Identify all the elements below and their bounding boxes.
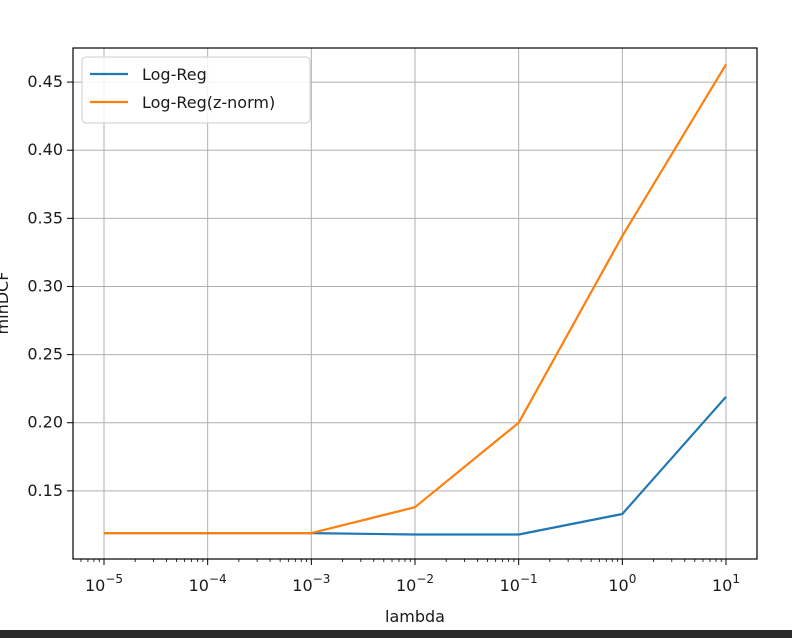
x-tick-label: 10−1 <box>500 572 538 595</box>
bottom-strip <box>0 630 792 638</box>
series-line-2 <box>104 63 727 535</box>
series-lines <box>104 63 727 536</box>
y-tick-label: 0.35 <box>27 208 63 227</box>
grid <box>73 48 757 559</box>
y-tick-label: 0.15 <box>27 481 63 500</box>
y-axis-label: minDCF <box>0 272 12 335</box>
y-axis-ticks: 0.15 0.20 0.25 0.30 0.35 0.40 0.45 <box>27 72 73 500</box>
legend-label: Log-Reg(z-norm) <box>142 93 275 112</box>
x-tick-label: 10−5 <box>85 572 123 595</box>
y-tick-label: 0.40 <box>27 140 63 159</box>
y-tick-label: 0.30 <box>27 276 63 295</box>
x-tick-label: 10−4 <box>189 572 227 595</box>
x-axis-label: lambda <box>385 607 445 626</box>
x-tick-label: 10−2 <box>396 572 434 595</box>
x-tick-label: 101 <box>712 572 740 595</box>
legend: Log-Reg Log-Reg(z-norm) <box>81 56 311 124</box>
y-tick-label: 0.45 <box>27 72 63 91</box>
x-tick-label: 10−3 <box>292 572 330 595</box>
x-axis-ticks: 10−5 10−4 10−3 10−2 10−1 100 101 <box>80 559 740 595</box>
y-tick-label: 0.25 <box>27 345 63 364</box>
y-tick-label: 0.20 <box>27 413 63 432</box>
x-tick-label: 100 <box>608 572 636 595</box>
legend-label: Log-Reg <box>142 65 207 84</box>
legend-box <box>81 56 311 124</box>
